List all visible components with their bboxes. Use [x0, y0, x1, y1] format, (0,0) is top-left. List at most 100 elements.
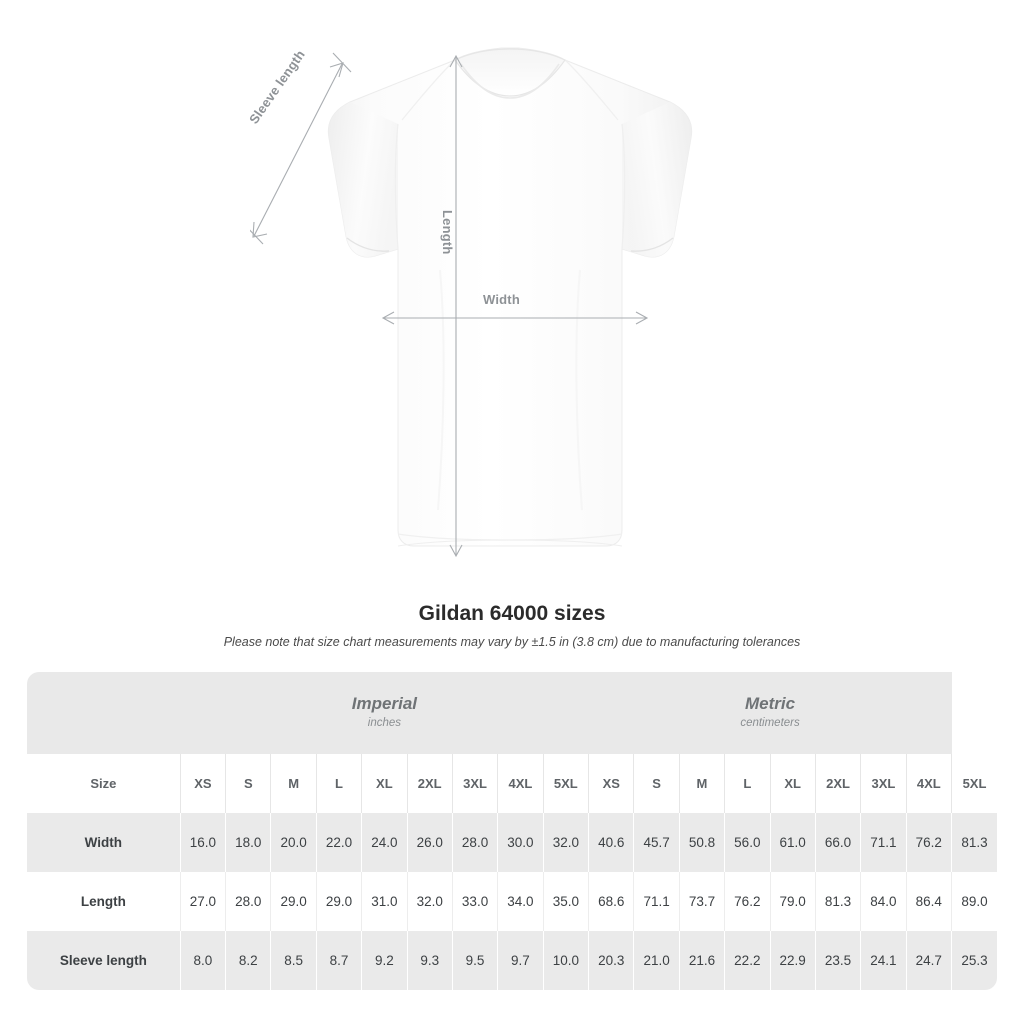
cell-length-met-2: 73.7: [679, 872, 726, 931]
cell-width-imp-5: 26.0: [407, 813, 453, 872]
cell-length-met-8: 89.0: [951, 872, 997, 931]
cell-length-met-6: 84.0: [860, 872, 907, 931]
size-chart-table: Imperial inches Metric centimeters Size …: [27, 672, 997, 990]
cell-length-met-1: 71.1: [633, 872, 680, 931]
cell-width-imp-4: 24.0: [361, 813, 408, 872]
cell-sleeve-met-2: 21.6: [679, 931, 726, 990]
cell-width-imp-7: 30.0: [497, 813, 544, 872]
cell-length-imp-0: 27.0: [180, 872, 227, 931]
cell-width-met-2: 50.8: [679, 813, 726, 872]
size-chart-table-wrapper: Imperial inches Metric centimeters Size …: [27, 672, 997, 990]
row-label-width: Width: [27, 813, 181, 872]
cell-width-imp-0: 16.0: [180, 813, 227, 872]
cell-length-imp-2: 29.0: [270, 872, 317, 931]
cell-sleeve-met-8: 25.3: [951, 931, 997, 990]
row-label-length: Length: [27, 872, 181, 931]
cell-sleeve-met-0: 20.3: [588, 931, 635, 990]
header-size-imp-2: M: [270, 754, 317, 813]
cell-sleeve-imp-6: 9.5: [452, 931, 499, 990]
cell-sleeve-imp-5: 9.3: [407, 931, 453, 990]
cell-sleeve-imp-7: 9.7: [497, 931, 544, 990]
page-title: Gildan 64000 sizes: [418, 602, 606, 625]
cell-length-met-0: 68.6: [588, 872, 635, 931]
header-size-met-8: 5XL: [951, 754, 997, 813]
cell-length-imp-6: 33.0: [452, 872, 499, 931]
header-size-met-2: M: [679, 754, 726, 813]
unit-group-imperial-title: Imperial: [351, 694, 417, 714]
cell-length-imp-8: 35.0: [543, 872, 590, 931]
cell-length-imp-3: 29.0: [316, 872, 363, 931]
cell-sleeve-imp-1: 8.2: [225, 931, 272, 990]
cell-width-met-7: 76.2: [906, 813, 953, 872]
length-dimension-line: [449, 54, 463, 558]
header-size-imp-7: 4XL: [497, 754, 544, 813]
cell-width-met-8: 81.3: [951, 813, 997, 872]
header-size-imp-3: L: [316, 754, 363, 813]
cell-sleeve-imp-2: 8.5: [270, 931, 317, 990]
sleeve-dimension-line: [250, 52, 352, 245]
unit-group-imperial-subtitle: inches: [367, 717, 402, 730]
header-size-imp-5: 2XL: [407, 754, 453, 813]
header-size-met-7: 4XL: [906, 754, 953, 813]
cell-width-met-0: 40.6: [588, 813, 635, 872]
cell-sleeve-imp-8: 10.0: [543, 931, 590, 990]
page-subtitle: Please note that size chart measurements…: [223, 635, 801, 649]
cell-sleeve-met-1: 21.0: [633, 931, 680, 990]
cell-width-met-3: 56.0: [724, 813, 771, 872]
table-row: Length 27.0 28.0 29.0 29.0 31.0 32.0 33.…: [27, 872, 997, 931]
header-size-label: Size: [27, 754, 181, 813]
cell-length-met-5: 81.3: [815, 872, 862, 931]
cell-length-met-4: 79.0: [770, 872, 816, 931]
cell-sleeve-met-5: 23.5: [815, 931, 862, 990]
cell-sleeve-imp-3: 8.7: [316, 931, 363, 990]
cell-width-met-6: 71.1: [860, 813, 907, 872]
cell-width-imp-6: 28.0: [452, 813, 499, 872]
cell-sleeve-met-4: 22.9: [770, 931, 816, 990]
unit-group-imperial: Imperial inches: [180, 672, 589, 754]
width-label: Width: [483, 292, 520, 307]
row-label-sleeve-length: Sleeve length: [27, 931, 181, 990]
measurement-lines: [250, 52, 649, 558]
cell-length-imp-7: 34.0: [497, 872, 544, 931]
header-size-met-0: XS: [588, 754, 635, 813]
cell-width-imp-1: 18.0: [225, 813, 272, 872]
cell-length-imp-4: 31.0: [361, 872, 408, 931]
header-size-met-1: S: [633, 754, 680, 813]
cell-width-imp-2: 20.0: [270, 813, 317, 872]
header-size-met-6: 3XL: [860, 754, 907, 813]
header-size-met-5: 2XL: [815, 754, 862, 813]
cell-width-met-4: 61.0: [770, 813, 816, 872]
size-header-row: Size XS S M L XL 2XL 3XL 4XL 5XL XS S M …: [27, 754, 997, 813]
unit-group-row: Imperial inches Metric centimeters: [27, 672, 997, 754]
header-size-met-3: L: [724, 754, 771, 813]
header-size-imp-8: 5XL: [543, 754, 590, 813]
header-size-met-4: XL: [770, 754, 816, 813]
table-row: Width 16.0 18.0 20.0 22.0 24.0 26.0 28.0…: [27, 813, 997, 872]
cell-length-imp-5: 32.0: [407, 872, 453, 931]
cell-sleeve-imp-4: 9.2: [361, 931, 408, 990]
length-label: Length: [440, 210, 455, 255]
cell-width-imp-8: 32.0: [543, 813, 590, 872]
cell-width-imp-3: 22.0: [316, 813, 363, 872]
header-size-imp-4: XL: [361, 754, 408, 813]
cell-width-met-1: 45.7: [633, 813, 680, 872]
table-row: Sleeve length 8.0 8.2 8.5 8.7 9.2 9.3 9.…: [27, 931, 997, 990]
cell-length-imp-1: 28.0: [225, 872, 272, 931]
cell-length-met-3: 76.2: [724, 872, 771, 931]
unit-group-metric: Metric centimeters: [588, 672, 952, 754]
header-size-imp-6: 3XL: [452, 754, 499, 813]
cell-sleeve-met-3: 22.2: [724, 931, 771, 990]
tshirt-illustration: [250, 47, 693, 558]
cell-width-met-5: 66.0: [815, 813, 862, 872]
cell-sleeve-met-6: 24.1: [860, 931, 907, 990]
tshirt-diagram: Sleeve length Length Width: [246, 47, 693, 558]
unit-group-metric-subtitle: centimeters: [740, 717, 800, 730]
shirt-body-shape: [327, 47, 693, 547]
width-dimension-line: [381, 311, 649, 325]
unit-band-spacer: [27, 672, 181, 754]
unit-group-metric-title: Metric: [744, 694, 796, 714]
cell-length-met-7: 86.4: [906, 872, 953, 931]
header-size-imp-1: S: [225, 754, 272, 813]
cell-sleeve-imp-0: 8.0: [180, 931, 227, 990]
